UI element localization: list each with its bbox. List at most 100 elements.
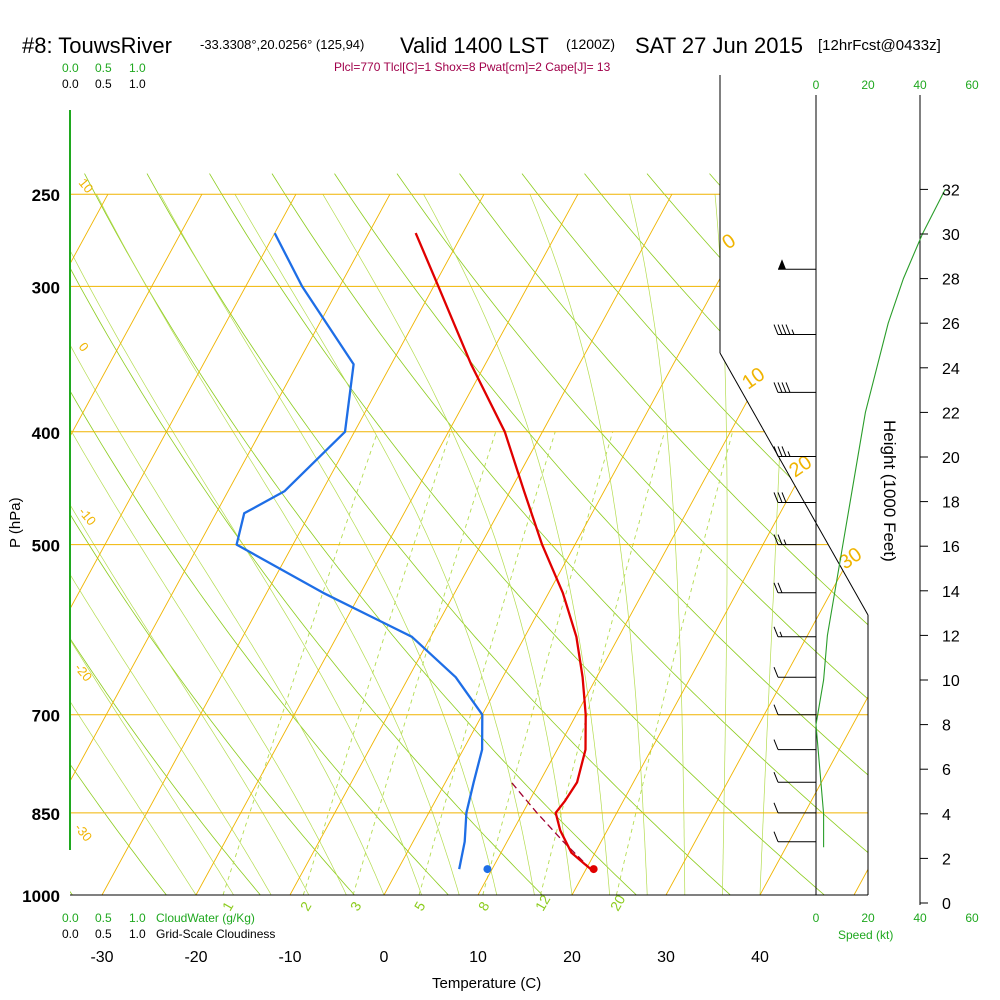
dry-adiabat-line — [146, 173, 731, 895]
height-tick-label: 2 — [942, 851, 951, 868]
isotherm-line — [70, 193, 203, 895]
bottom-green-tick: 0.5 — [95, 911, 112, 925]
isotherm-line — [759, 193, 868, 895]
height-tick-label: 12 — [942, 628, 960, 645]
temperature-line — [414, 232, 592, 870]
dry-adiabat-line — [834, 173, 868, 895]
bottom-black-tick: 0.5 — [95, 927, 112, 941]
height-tick-label: 4 — [942, 807, 951, 824]
temperature-tick-label: -20 — [184, 949, 207, 966]
dewpoint-line — [235, 232, 484, 870]
speed-axis-label: Speed (kt) — [838, 928, 893, 942]
y-axis-label: P (hPa) — [7, 497, 24, 548]
wind-barb — [773, 772, 816, 783]
height-tick-label: 16 — [942, 539, 960, 556]
top-black-tick: 1.0 — [129, 77, 146, 91]
pressure-tick-label: 300 — [32, 278, 60, 297]
mixing-ratio-line — [352, 431, 497, 895]
isotherm-line — [853, 193, 868, 895]
x-axis-label: Temperature (C) — [432, 975, 541, 992]
wind-barb-feather — [773, 704, 779, 715]
height-tick-label: 20 — [942, 450, 960, 467]
wind-barb — [773, 704, 816, 716]
speed-tick-label-top: 0 — [813, 78, 820, 92]
speed-tick-label-bottom: 40 — [913, 911, 927, 925]
plot-frame — [70, 75, 921, 905]
top-green-tick: 0.5 — [95, 61, 112, 75]
moist-adiabat-line — [159, 194, 498, 895]
zulu-time: (1200Z) — [566, 36, 615, 52]
dry-adiabat-line — [70, 173, 449, 895]
wind-barb-feather — [773, 492, 779, 503]
wind-barb-feather — [781, 446, 787, 457]
wind-panel — [773, 189, 946, 848]
wind-barb-feather — [773, 667, 779, 678]
forecast-tag: [12hrFcst@0433z] — [818, 37, 941, 54]
wind-barb-feather — [785, 382, 791, 393]
speed-tick-label-bottom: 60 — [965, 911, 979, 925]
speed-tick-label-bottom: 20 — [861, 911, 875, 925]
temperature-tick-label: 20 — [563, 949, 581, 966]
wind-barb — [778, 259, 816, 270]
wind-barb-feather — [777, 582, 783, 593]
pressure-tick-label: 400 — [32, 424, 60, 443]
top-black-tick: 0.5 — [95, 77, 112, 91]
moist-adiabat-line — [70, 194, 347, 895]
bottom-green-tick: 1.0 — [129, 911, 146, 925]
isotherm-label: -20 — [72, 660, 96, 684]
wind-barb-half-feather — [787, 451, 791, 457]
height-tick-label: 32 — [942, 182, 960, 199]
height-tick-label: 26 — [942, 316, 960, 333]
temperature-tick-label: 40 — [751, 949, 769, 966]
pressure-tick-label: 500 — [32, 537, 60, 556]
moist-adiabat-line — [714, 194, 728, 895]
wind-barb-feather — [773, 739, 779, 750]
height-tick-label: 8 — [942, 718, 951, 735]
dry-adiabat-line — [84, 173, 637, 895]
bottom-green-tick: 0.0 — [62, 911, 79, 925]
dry-adiabat-line — [70, 173, 261, 895]
mixing-ratio-label: 8 — [475, 899, 493, 914]
bottom-cloud-scale: 0.0 0.5 1.0 CloudWater (g/Kg) 0.0 0.5 1.… — [62, 911, 275, 941]
temperature-tick-label: -10 — [278, 949, 301, 966]
wind-barb-half-feather — [779, 631, 783, 637]
profile-lines — [235, 232, 598, 874]
wind-barb — [773, 626, 816, 638]
surface-temperature-dot — [589, 865, 598, 874]
wind-barb-feather — [773, 534, 779, 545]
mixing-ratio-line — [302, 431, 452, 895]
mixing-ratio-label: 12 — [532, 892, 554, 914]
speed-tick-label-top: 60 — [965, 78, 979, 92]
wind-barb — [773, 324, 816, 336]
isotherm-label: -10 — [76, 504, 100, 528]
moist-adiabat-line — [322, 194, 573, 895]
wind-barb-feather — [777, 492, 783, 503]
theta-label: 0 — [718, 230, 740, 254]
moist-adiabat-line — [70, 194, 422, 895]
wind-barb-half-feather — [791, 329, 795, 335]
dry-adiabat-line — [334, 173, 868, 895]
cloudiness-label: Grid-Scale Cloudiness — [156, 927, 275, 941]
mixing-ratio-line — [615, 431, 734, 895]
temperature-tick-label: 10 — [469, 949, 487, 966]
mixing-ratio-label: 5 — [411, 899, 429, 914]
isotherm-label: -30 — [72, 820, 96, 844]
wind-barb-feather — [773, 626, 779, 637]
dry-adiabat-line — [521, 173, 868, 895]
top-black-tick: 0.0 — [62, 77, 79, 91]
height-tick-label: 0 — [942, 896, 951, 913]
wind-barb — [773, 739, 816, 751]
dry-adiabat-line — [70, 173, 543, 895]
wind-barb-feather — [773, 831, 779, 842]
mixing-ratio-label: 20 — [607, 892, 629, 914]
wind-barb-flag — [778, 259, 786, 270]
theta-label: 30 — [835, 543, 866, 574]
wind-barb-feather — [773, 382, 779, 393]
wind-speed-line — [815, 189, 946, 848]
wind-barb-feather — [773, 582, 779, 593]
wind-barb — [773, 831, 816, 843]
moist-adiabat-line — [529, 194, 648, 895]
height-tick-label: 30 — [942, 227, 960, 244]
moist-adiabat-line — [70, 204, 310, 895]
wind-barb — [773, 582, 816, 594]
